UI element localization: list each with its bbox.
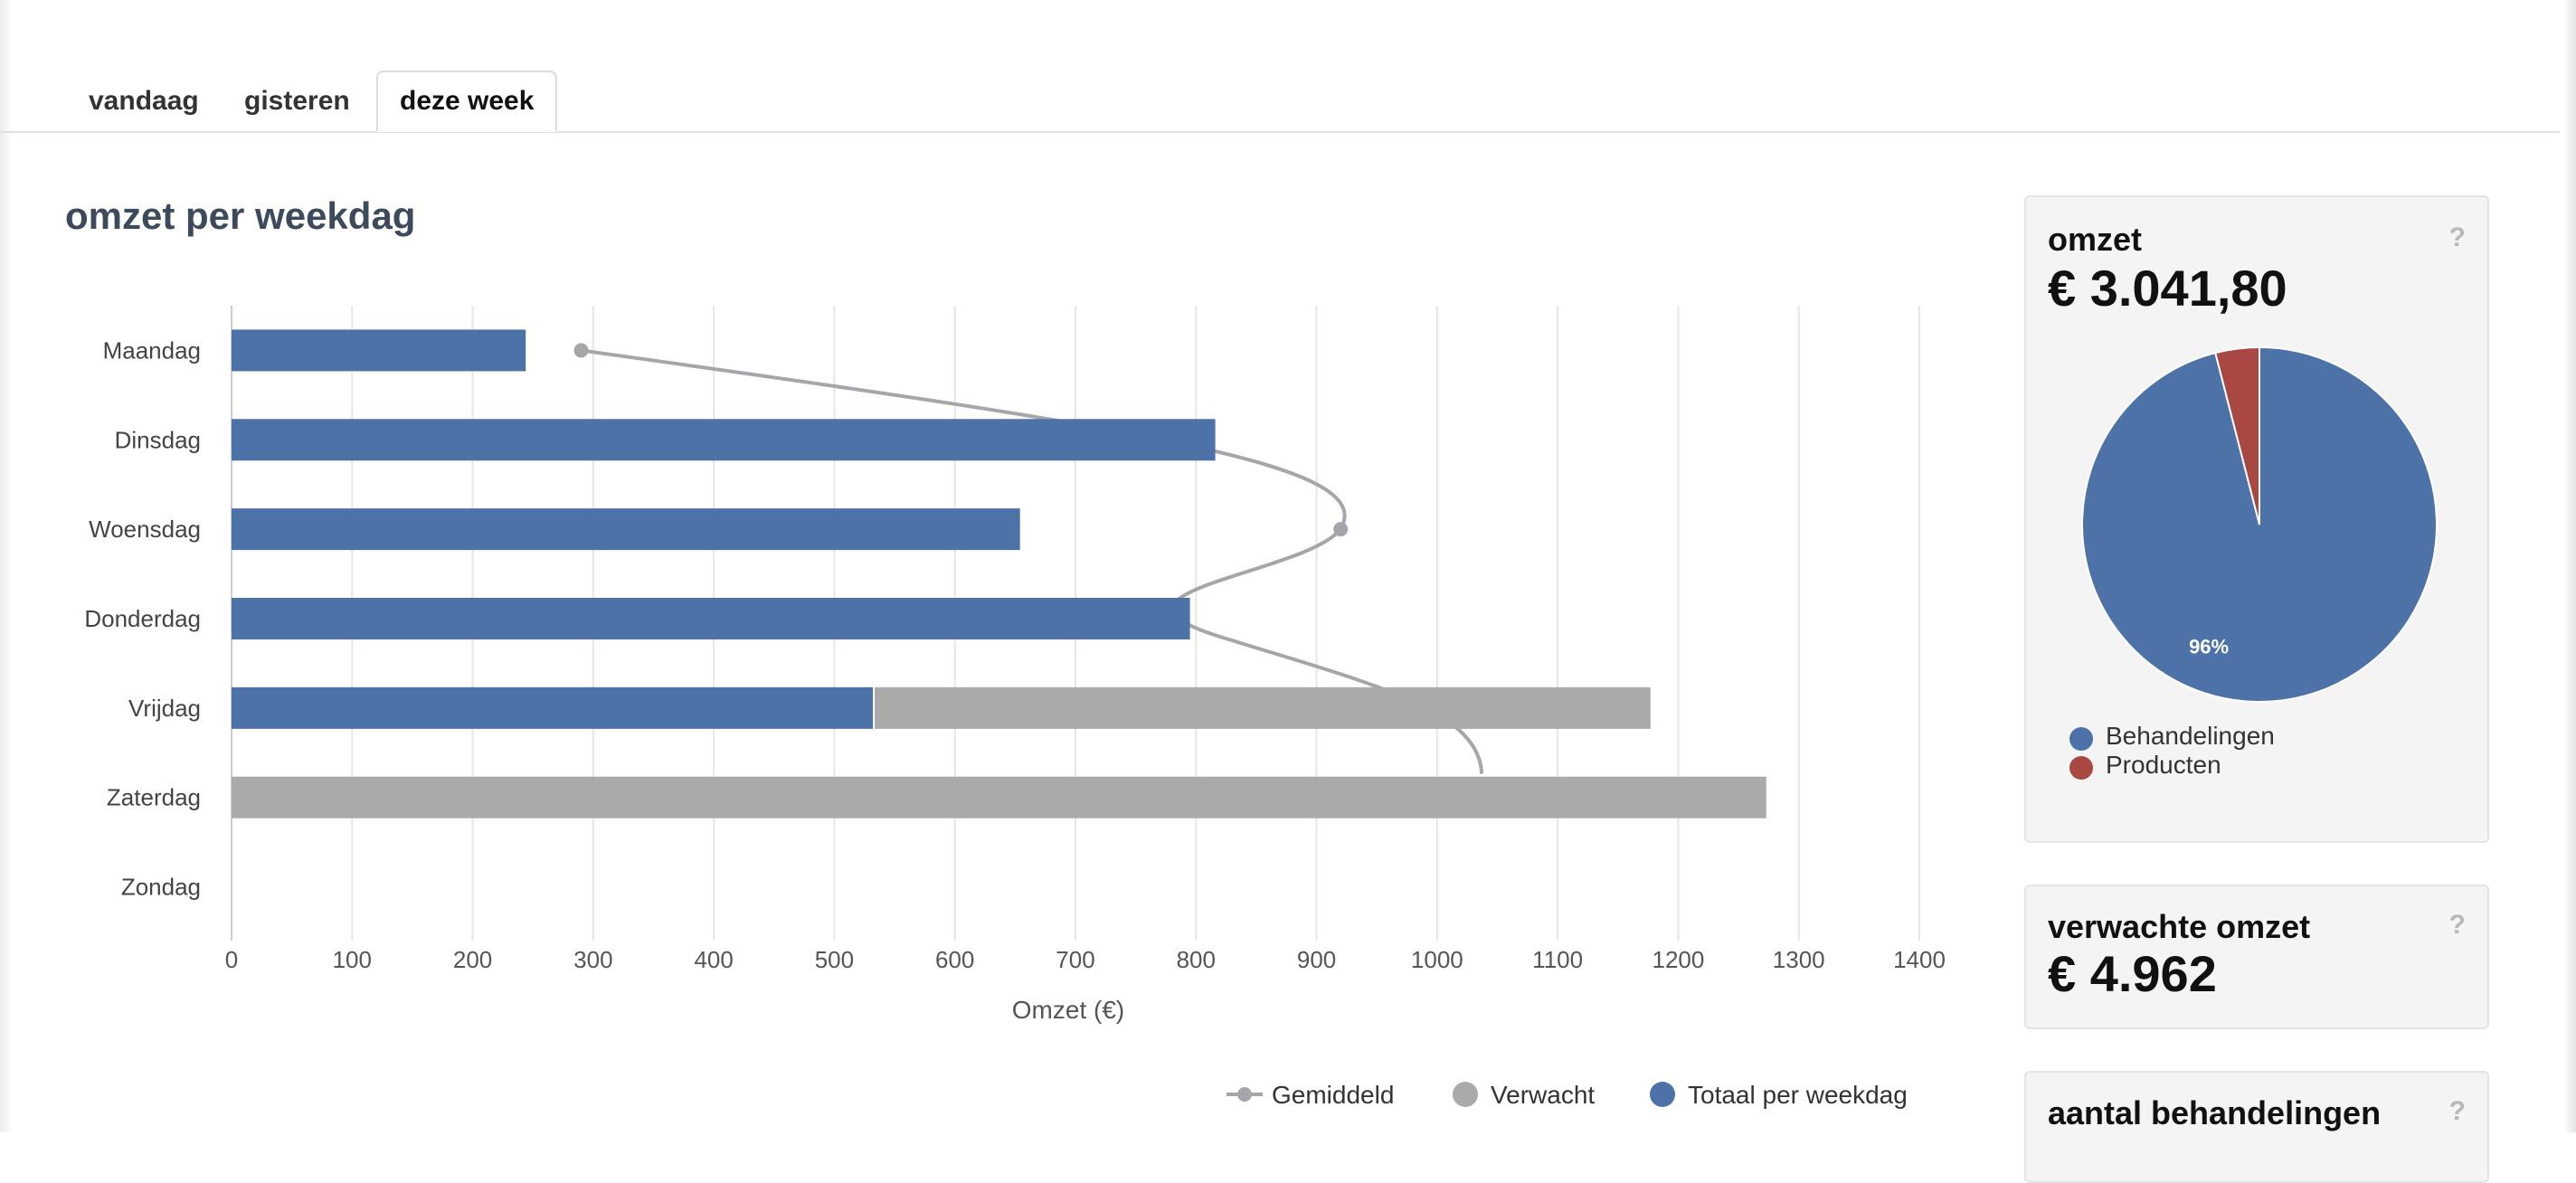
legend-label-verwacht: Verwacht [1491, 1081, 1595, 1109]
bar-totaal-woensdag [232, 508, 1020, 551]
gemiddeld-point-woensdag [1333, 522, 1349, 537]
x-tick-label-200: 200 [453, 946, 492, 973]
aantal-behandelingen-help-icon[interactable]: ? [2448, 1096, 2466, 1126]
x-tick-label-0: 0 [225, 946, 238, 973]
tab-deze-week[interactable]: deze week [376, 71, 558, 132]
x-tick-label-600: 600 [935, 946, 974, 973]
verwachte-omzet-help-icon[interactable]: ? [2448, 910, 2466, 940]
page-title: omzet per weekdag [65, 194, 416, 237]
x-tick-label-100: 100 [333, 946, 372, 973]
legend-marker-verwacht [1453, 1082, 1478, 1107]
tab-vandaag[interactable]: vandaag [89, 86, 199, 116]
x-tick-label-1200: 1200 [1653, 946, 1705, 973]
x-tick-label-400: 400 [694, 946, 733, 973]
left-shadow [0, 0, 13, 1132]
x-tick-label-900: 900 [1297, 946, 1336, 973]
bar-totaal-vrijdag [232, 686, 874, 729]
y-tick-label-zaterdag: Zaterdag [107, 784, 201, 811]
pie-legend-label-producten: Producten [2106, 751, 2221, 779]
bar-totaal-maandag [232, 329, 526, 372]
omzet-help-icon[interactable]: ? [2448, 222, 2466, 252]
x-tick-label-300: 300 [573, 946, 612, 973]
pie-legend-dot-producten [2069, 756, 2093, 780]
bar-totaal-dinsdag [232, 419, 1216, 461]
y-tick-label-woensdag: Woensdag [89, 516, 201, 543]
legend-marker-totaal [1650, 1082, 1675, 1107]
verwachte-omzet-title: verwachte omzet [2048, 908, 2311, 945]
x-tick-label-800: 800 [1177, 946, 1216, 973]
y-tick-label-vrijdag: Vrijdag [128, 695, 201, 722]
y-tick-label-donderdag: Donderdag [84, 605, 201, 632]
y-tick-label-zondag: Zondag [121, 874, 201, 901]
bar-verwacht-zaterdag [232, 776, 1766, 819]
x-tick-label-1000: 1000 [1411, 946, 1463, 973]
right-scrollbar-shadow [2563, 0, 2576, 1132]
pie-slice-producten[interactable] [2214, 345, 2260, 525]
omzet-panel: omzet ? € 3.041,80 96% Behandelingen Pro… [2024, 195, 2489, 843]
verwachte-omzet-value: € 4.962 [2048, 945, 2217, 1002]
pie-legend-label-behandelingen: Behandelingen [2106, 722, 2275, 750]
y-tick-label-dinsdag: Dinsdag [115, 426, 201, 453]
y-tick-label-maandag: Maandag [103, 336, 201, 364]
aantal-behandelingen-title: aantal behandelingen [2048, 1094, 2382, 1131]
omzet-value: € 3.041,80 [2048, 260, 2287, 317]
legend-label-gemiddeld: Gemiddeld [1272, 1081, 1394, 1109]
bar-chart: 0 100 200 300 400 500 600 700 800 900 1000 1100 1200… [84, 306, 1946, 1109]
omzet-panel-title: omzet [2048, 221, 2143, 258]
x-tick-label-1400: 1400 [1893, 946, 1946, 973]
pie-legend-dot-behandelingen [2069, 727, 2093, 751]
aantal-behandelingen-panel: aantal behandelingen ? [2024, 1071, 2489, 1183]
omzet-pie-chart: 96% [2081, 345, 2438, 703]
x-tick-label-1300: 1300 [1773, 946, 1825, 973]
bar-verwacht-vrijdag [875, 686, 1651, 729]
tab-bar: vandaag gisteren deze week [0, 0, 2560, 133]
verwachte-omzet-panel: verwachte omzet ? € 4.962 [2024, 885, 2489, 1029]
bar-totaal-donderdag [232, 598, 1190, 639]
x-tick-label-1100: 1100 [1532, 946, 1583, 973]
gemiddeld-point-maandag [573, 343, 589, 358]
x-tick-label-500: 500 [815, 946, 854, 973]
x-tick-label-700: 700 [1056, 946, 1094, 973]
legend-marker-gemiddeld [1237, 1087, 1252, 1102]
legend-label-totaal: Totaal per weekdag [1688, 1081, 1908, 1109]
x-axis-label: Omzet (€) [1012, 996, 1124, 1024]
tab-gisteren[interactable]: gisteren [244, 86, 350, 116]
pie-label-behandelingen: 96% [2189, 635, 2229, 658]
